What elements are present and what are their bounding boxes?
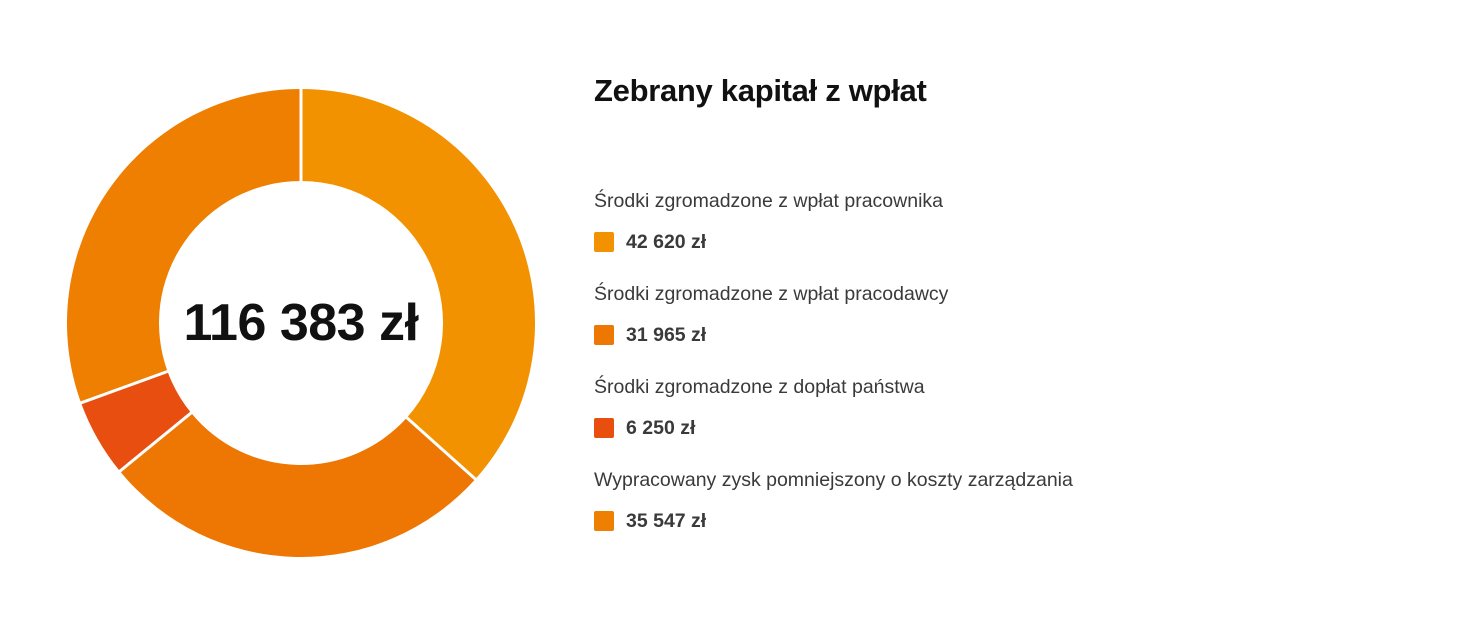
legend-item-profit: Wypracowany zysk pomniejszony o koszty z… xyxy=(594,467,1434,532)
legend-value: 31 965 zł xyxy=(626,323,707,346)
legend-label: Środki zgromadzone z wpłat pracownika xyxy=(594,190,944,212)
legend-item-employer: Środki zgromadzone z wpłat pracodawcy 31… xyxy=(594,281,1434,346)
legend-panel: Zebrany kapitał z wpłat Środki zgromadzo… xyxy=(594,70,1434,560)
donut-slice-profit xyxy=(67,89,301,403)
red-orange-square-icon xyxy=(594,418,614,438)
legend-value: 42 620 zł xyxy=(626,230,707,253)
dark-orange-square-icon xyxy=(594,325,614,345)
orange-square-icon xyxy=(594,232,614,252)
legend-value: 6 250 zł xyxy=(626,416,696,439)
legend-label: Wypracowany zysk pomniejszony o koszty z… xyxy=(594,469,1073,491)
slice-separator xyxy=(79,369,169,405)
donut-slice-state xyxy=(81,371,192,472)
donut-slice-employee xyxy=(301,89,536,480)
slice-separator xyxy=(118,411,193,473)
orange-square-icon xyxy=(594,511,614,531)
donut-chart: 116 383 zł xyxy=(66,88,536,558)
donut-slice-employer xyxy=(119,412,476,557)
slice-separator xyxy=(405,415,478,481)
legend-item-state: Środki zgromadzone z dopłat państwa 6 25… xyxy=(594,374,1434,439)
legend-label: Środki zgromadzone z dopłat państwa xyxy=(594,376,925,398)
chart-title: Zebrany kapitał z wpłat xyxy=(594,73,927,108)
legend-label: Środki zgromadzone z wpłat pracodawcy xyxy=(594,283,949,305)
donut-chart-svg xyxy=(67,88,536,557)
legend-value: 35 547 zł xyxy=(626,509,707,532)
legend-item-employee: Środki zgromadzone z wpłat pracownika 42… xyxy=(594,188,1434,253)
